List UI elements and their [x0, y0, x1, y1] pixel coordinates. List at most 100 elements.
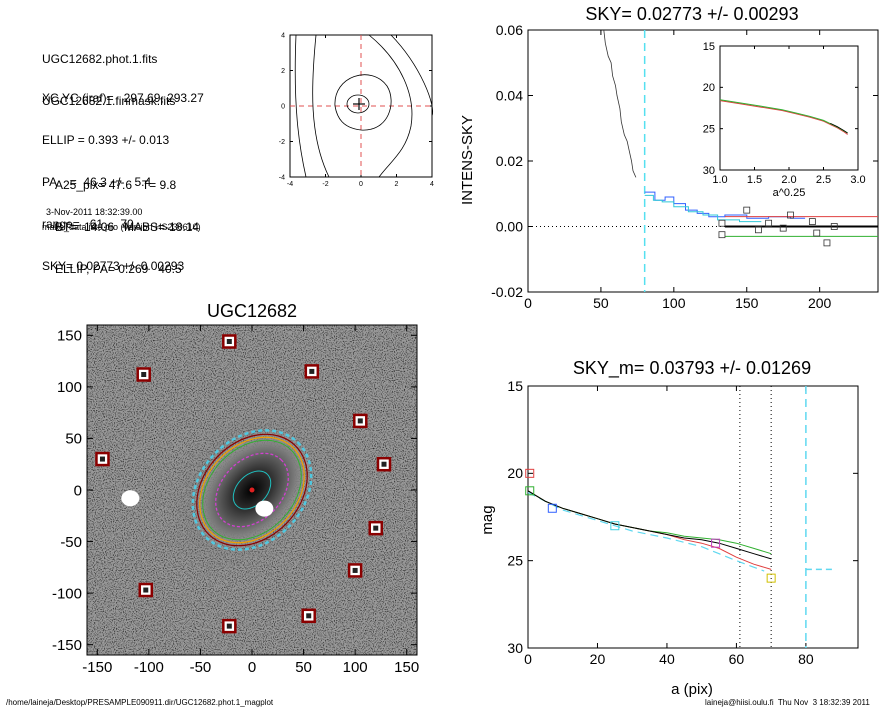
- y-tick-label: -0.02: [491, 284, 523, 300]
- star-core: [99, 456, 105, 462]
- y-tick-label: 20: [703, 82, 715, 94]
- x-tick-label: 2.0: [781, 174, 796, 186]
- contour-line: [312, 34, 330, 178]
- y-tick-label: 4: [281, 32, 285, 39]
- y-tick-label: 0.04: [496, 87, 523, 103]
- masked-blob: [121, 490, 140, 507]
- y-tick-label: 2: [281, 68, 285, 75]
- y-tick-label: 25: [507, 553, 523, 569]
- x-tick-label: -4: [287, 181, 293, 188]
- x-tick-label: -50: [190, 659, 212, 676]
- y-tick-label: 15: [703, 41, 715, 53]
- x-tick-label: 50: [593, 295, 609, 311]
- param-line: ELLIP, PA= 0.269 40.5: [55, 262, 182, 276]
- star-core: [381, 461, 387, 467]
- sky-sample-square: [808, 218, 816, 225]
- mag-marker-square: [766, 573, 776, 583]
- star-core: [226, 623, 232, 629]
- sky-sample-square: [765, 219, 773, 227]
- sky-title: SKY= 0.02773 +/- 0.00293: [585, 4, 798, 24]
- file-names: UGC12682.phot.1.fits UGC12682.1.finmask.…: [42, 24, 175, 122]
- x-tick-label: -2: [322, 181, 328, 188]
- footer-user: laineja@hiisi.oulu.fi Thu Nov 3 18:32:39…: [705, 698, 870, 707]
- mag-ylabel: mag: [479, 505, 496, 534]
- isophote-cyan-dashed: [191, 429, 313, 551]
- contour-line: [346, 94, 370, 114]
- sky-sample-square: [718, 219, 726, 227]
- step-profile-cyan: [644, 194, 762, 223]
- star-core: [226, 339, 232, 344]
- masked-blob: [255, 500, 274, 517]
- galaxy-params: A25_pix= 47.6 T= 9.8 BT= 14.06 MABS=-18.…: [55, 150, 199, 290]
- footer-path: /home/laineja/Desktop/PRESAMPLE090911.di…: [6, 698, 274, 707]
- inset-black-curve: [830, 122, 848, 134]
- sky-ylabel: INTENS-SKY: [459, 115, 476, 205]
- y-tick-label: -2: [279, 139, 285, 146]
- image-title: UGC12682: [207, 301, 297, 321]
- mag-marker-square: [525, 468, 535, 478]
- x-tick-label: 3.0: [850, 174, 865, 186]
- mag-title: SKY_m= 0.03793 +/- 0.01269: [573, 358, 811, 379]
- sky-sample-square: [823, 239, 831, 247]
- intensity-profile: [603, 29, 637, 178]
- y-tick-label: 0.06: [496, 22, 523, 38]
- star-core: [352, 567, 358, 573]
- contour-line: [390, 34, 434, 117]
- mag-marker-square: [525, 486, 535, 496]
- y-tick-label: 0.02: [496, 153, 523, 169]
- isophote-green: [202, 439, 302, 541]
- x-tick-label: 0: [524, 295, 532, 311]
- x-tick-label: 150: [735, 295, 759, 311]
- x-tick-label: 2.5: [816, 174, 831, 186]
- y-tick-label: -50: [60, 534, 82, 551]
- star-core: [357, 418, 363, 424]
- mag-marker-square: [711, 538, 721, 548]
- y-tick-label: 30: [703, 165, 715, 177]
- star-core: [141, 372, 147, 377]
- contour-line: [368, 34, 413, 178]
- y-tick-label: -100: [52, 585, 82, 602]
- y-tick-label: 0.00: [496, 218, 523, 234]
- mag-marker-square: [547, 503, 557, 513]
- inset-red-curve: [719, 100, 848, 135]
- inset-bg: [720, 46, 858, 170]
- param-line: range= 61.- 70.: [42, 217, 138, 231]
- y-tick-label: 30: [507, 640, 523, 656]
- sky-sample-square: [830, 223, 838, 230]
- x-tick-label: -100: [134, 659, 164, 676]
- contour-line: [334, 74, 392, 131]
- mag-plot: SKY_m= 0.03793 +/- 0.01269 mag a (pix) 0…: [479, 358, 859, 698]
- sky-sample-square: [755, 226, 762, 234]
- sky-sample-square: [718, 231, 726, 239]
- x-tick-label: 150: [394, 659, 419, 676]
- x-tick-label: 50: [295, 659, 312, 676]
- star-core: [373, 525, 379, 531]
- file-line: UGC12682.phot.1.fits: [42, 52, 158, 66]
- isophote-magenta: [215, 452, 289, 528]
- isophote-darkred: [196, 433, 308, 547]
- param-line: ELLIP = 0.393 +/- 0.013: [42, 133, 170, 147]
- sky-sample-square: [779, 224, 787, 232]
- y-tick-label: 0: [281, 103, 285, 110]
- contour-line: [294, 34, 307, 178]
- x-tick-label: 100: [662, 295, 686, 311]
- x-tick-label: 4: [430, 181, 434, 188]
- y-tick-label: 20: [507, 465, 523, 481]
- file-line: UGC12682.1.finmask.fits: [42, 94, 176, 108]
- galaxy-center: [249, 487, 255, 493]
- param-line: SKY= 0.02773 +/- 0.00293: [42, 259, 185, 273]
- plot-frame: [527, 385, 859, 649]
- isophote-inner-cyan: [232, 470, 272, 510]
- y-tick-label: 0: [74, 482, 82, 499]
- star-core: [309, 368, 315, 374]
- x-tick-label: 40: [659, 651, 675, 667]
- x-tick-label: 200: [808, 295, 832, 311]
- contour-plot: -4 -2 0 2 4 -4 -2 0 2 4: [279, 32, 434, 188]
- sky-sample-square: [813, 229, 821, 237]
- y-tick-label: 50: [65, 431, 82, 448]
- x-tick-label: 2: [395, 181, 399, 188]
- mag-marker-square: [610, 521, 620, 531]
- isophote-orange: [199, 436, 305, 544]
- mag-xlabel: a (pix): [671, 681, 713, 698]
- sky-sample-square: [743, 206, 751, 214]
